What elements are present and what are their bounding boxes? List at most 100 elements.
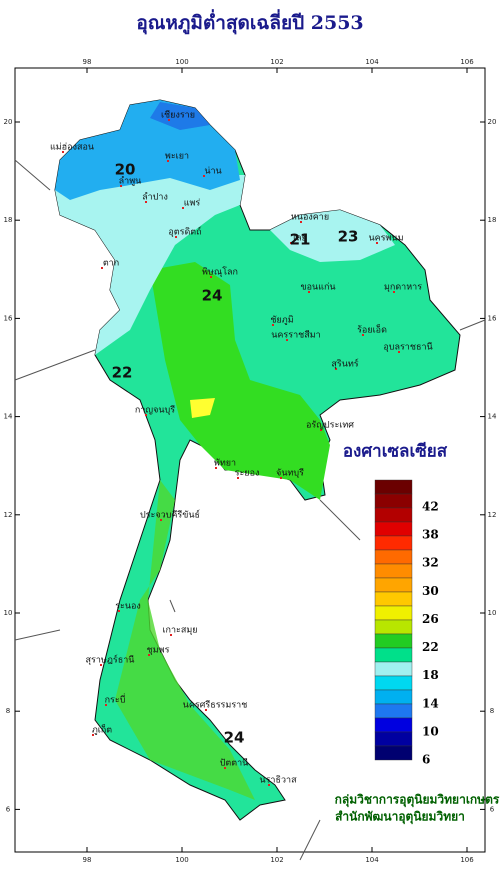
province-marker [182, 207, 184, 209]
province-marker [300, 221, 302, 223]
province-marker [203, 175, 205, 177]
province-label: นราธิวาส [259, 775, 297, 786]
legend-swatch [374, 591, 413, 607]
province-marker [398, 351, 400, 353]
contour-label: 23 [338, 228, 359, 246]
province-label: แพร่ [184, 199, 201, 209]
contour-label: 22 [112, 364, 133, 382]
province-marker [290, 242, 292, 244]
lon-label: 102 [270, 58, 283, 66]
province-marker [148, 654, 150, 656]
province-marker [286, 339, 288, 341]
province-label: นครราชสีมา [271, 330, 320, 341]
lon-label: 104 [365, 58, 379, 66]
legend-swatch [374, 605, 413, 621]
province-label: กระบี่ [105, 693, 126, 706]
province-marker [362, 334, 364, 336]
contour-label: 21 [290, 231, 311, 249]
legend-label: 18 [422, 668, 439, 682]
province-label: ภูเก็ต [92, 723, 112, 736]
province-label: ระนอง [115, 602, 141, 612]
province-label: มุกดาหาร [384, 283, 422, 293]
province-label: สุรินทร์ [331, 358, 358, 370]
legend-label: 22 [422, 640, 439, 654]
lon-label: 100 [175, 58, 188, 66]
credit: สำนักพัฒนาอุตุนิยมวิทยา [335, 810, 465, 825]
credit: กลุ่มวิชาการอุตุนิยมวิทยาเกษตร [335, 793, 500, 808]
province-label: หนองคาย [291, 213, 329, 223]
legend-label: 26 [422, 612, 439, 626]
contour-label: 24 [202, 287, 223, 305]
legend-swatch [374, 521, 413, 537]
province-label: ชุมพร [147, 646, 170, 656]
lat-label: 20 [488, 118, 497, 126]
province-marker [280, 477, 282, 479]
lat-label: 10 [488, 609, 497, 617]
province-marker [205, 709, 207, 711]
lat-label: 12 [4, 511, 13, 519]
lat-label: 10 [4, 609, 13, 617]
province-marker [145, 414, 147, 416]
lat-label: 16 [488, 314, 497, 322]
legend-swatch [374, 619, 413, 635]
legend-swatch [374, 633, 413, 649]
legend-swatch [374, 689, 413, 705]
province-label: จันทบุรี [276, 468, 304, 479]
contour-label: 24 [224, 729, 245, 747]
province-label: ระยอง [235, 469, 260, 479]
lon-label: 104 [365, 856, 379, 864]
legend-swatch [374, 675, 413, 691]
province-label: ลำพูน [119, 176, 142, 187]
province-marker [320, 429, 322, 431]
province-marker [335, 368, 337, 370]
province-label: ปัตตานี [220, 758, 249, 769]
border [14, 159, 486, 861]
province-marker [62, 151, 64, 153]
lon-label: 100 [175, 856, 188, 864]
province-label: นครพนม [368, 234, 403, 244]
province-marker [168, 119, 170, 121]
province-marker [100, 664, 102, 666]
province-marker [92, 734, 94, 736]
zone-16 [150, 102, 210, 130]
province-marker [167, 160, 169, 162]
legend-swatch [374, 661, 413, 677]
legend-swatch [374, 731, 413, 747]
province-label: เกาะสมุย [162, 626, 197, 636]
province-marker [145, 201, 147, 203]
legend-swatch [374, 493, 413, 509]
lat-label: 20 [4, 118, 13, 126]
province-label: อรัญประเทศ [306, 421, 354, 431]
province-marker [210, 276, 212, 278]
province-marker [237, 477, 239, 479]
province-label: นครศรีธรรมราช [183, 700, 248, 711]
lat-label: 18 [488, 216, 497, 224]
lon-label: 102 [270, 856, 283, 864]
lat-label: 6 [490, 805, 495, 813]
legend-swatch [374, 577, 413, 593]
province-label: กาญจนบุรี [135, 405, 175, 416]
lat-label: 8 [6, 707, 10, 715]
province-label: อุตรดิตถ์ [168, 226, 201, 238]
legend-label: 38 [422, 528, 439, 542]
province-marker [393, 291, 395, 293]
legend-swatch [374, 507, 413, 523]
province-marker [175, 236, 177, 238]
lon-label: 106 [460, 58, 474, 66]
province-label: ประจวบคีรีขันธ์ [140, 509, 200, 521]
legend-label: 6 [422, 753, 430, 767]
province-label: น่าน [204, 167, 221, 177]
province-marker [105, 704, 107, 706]
lat-label: 8 [490, 707, 494, 715]
title: อุณหภูมิต่ำสุดเฉลี่ยปี 2553 [136, 9, 363, 35]
province-label: แม่ฮ่องสอน [50, 143, 94, 153]
province-label: พะเยา [165, 152, 189, 162]
legend-swatch [374, 745, 413, 761]
province-label: อุบลราชธานี [383, 342, 432, 353]
province-label: พัทยา [214, 459, 236, 469]
province-marker [215, 467, 217, 469]
province-marker [376, 242, 378, 244]
province-label: ชัยภูมิ [270, 315, 293, 326]
province-marker [224, 767, 226, 769]
